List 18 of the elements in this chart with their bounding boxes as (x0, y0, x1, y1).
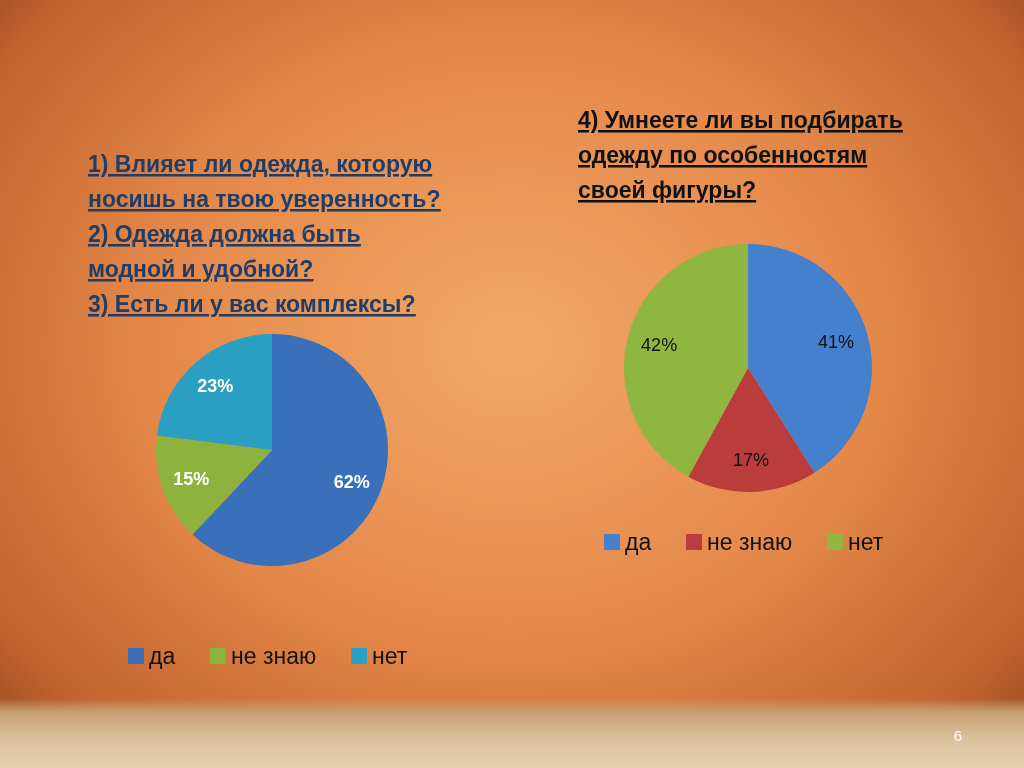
data-label: 41% (818, 332, 855, 353)
pie-slice (156, 334, 272, 450)
legend-label: нет (848, 529, 884, 555)
pie-slice (156, 435, 272, 535)
data-label: 17% (732, 449, 769, 470)
data-label: 15% (173, 469, 210, 490)
legend-label: нет (372, 643, 408, 669)
legend-label: не знаю (707, 529, 793, 555)
legend-label: да (625, 529, 652, 555)
chart-title: 1) Влияет ли одежда, которую носишь на твою уверенность? 2) Одежда должна быть модной и удобной? 3) Есть ли у вас комплексы? (88, 151, 441, 317)
data-label: 62% (333, 471, 370, 492)
legend-label: да (149, 643, 176, 669)
legend-label: не знаю (231, 643, 317, 669)
data-label: 42% (641, 335, 678, 356)
data-label: 23% (197, 375, 234, 396)
chart-title: 4) Умнеете ли вы подбирать одежду по особенностям своей фигуры? (578, 107, 903, 203)
text: 6 (953, 727, 963, 744)
pie-slice (688, 368, 815, 492)
